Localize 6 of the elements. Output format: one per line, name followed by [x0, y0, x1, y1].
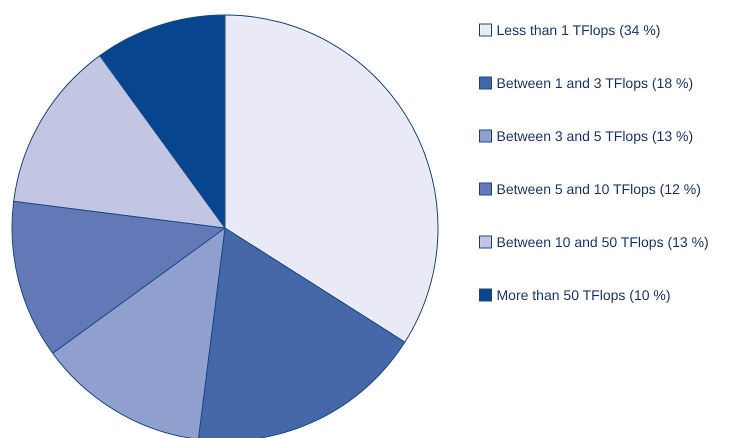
- legend-label: Between 3 and 5 TFlops (13 %): [496, 128, 694, 144]
- legend-label: Between 5 and 10 TFlops (12 %): [496, 181, 701, 197]
- legend-label: Less than 1 TFlops (34 %): [496, 22, 660, 38]
- legend-label: Between 1 and 3 TFlops (18 %): [496, 75, 694, 91]
- legend-label: Between 10 and 50 TFlops (13 %): [496, 234, 709, 250]
- legend-label: More than 50 TFlops (10 %): [496, 287, 671, 303]
